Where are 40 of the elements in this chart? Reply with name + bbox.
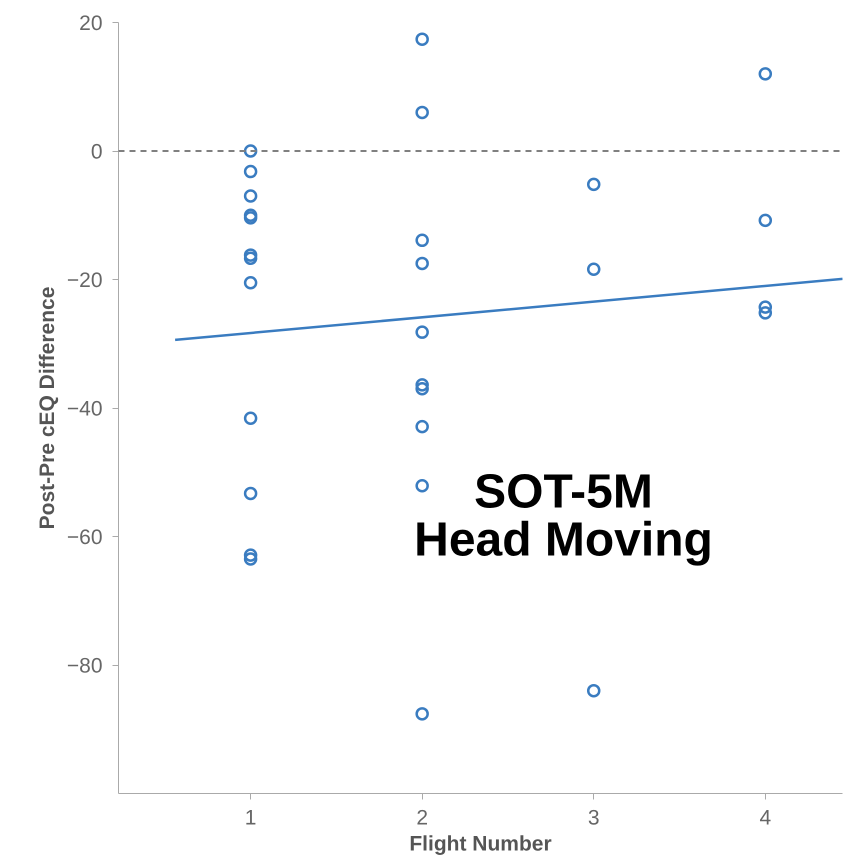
point — [758, 214, 772, 228]
y-tick-label: −20 — [66, 269, 103, 292]
point — [244, 164, 258, 178]
point — [244, 548, 258, 562]
x-tick-label: 3 — [588, 806, 600, 830]
point — [244, 276, 258, 290]
x-axis-title: Flight Number — [409, 832, 552, 856]
point — [415, 378, 429, 392]
x-tick-label: 2 — [416, 806, 428, 830]
point — [244, 486, 258, 500]
point — [244, 248, 258, 262]
y-tick-label: −80 — [66, 654, 103, 678]
y-tick-label: 0 — [90, 140, 103, 164]
x-tick-label: 4 — [759, 806, 772, 830]
point — [415, 234, 429, 248]
point — [758, 300, 772, 314]
y-tick-label: 20 — [79, 12, 102, 35]
point — [244, 252, 258, 266]
point — [758, 67, 772, 81]
y-tick-label: −40 — [66, 398, 103, 420]
point — [244, 412, 258, 426]
point — [758, 306, 772, 320]
point — [415, 479, 429, 492]
point — [244, 211, 258, 225]
x-tick-label: 1 — [244, 806, 256, 830]
point — [415, 32, 429, 46]
point — [586, 178, 600, 192]
point — [415, 256, 429, 270]
y-axis-title: Post-Pre cEQ Difference — [36, 286, 59, 530]
point — [415, 106, 429, 120]
point — [244, 208, 258, 222]
point — [586, 684, 600, 698]
y-tick-label: −60 — [66, 526, 103, 549]
point — [415, 420, 429, 434]
point — [415, 382, 429, 396]
point — [586, 262, 600, 276]
point — [244, 552, 258, 566]
point — [415, 707, 429, 721]
point — [244, 189, 258, 203]
point — [415, 325, 429, 339]
